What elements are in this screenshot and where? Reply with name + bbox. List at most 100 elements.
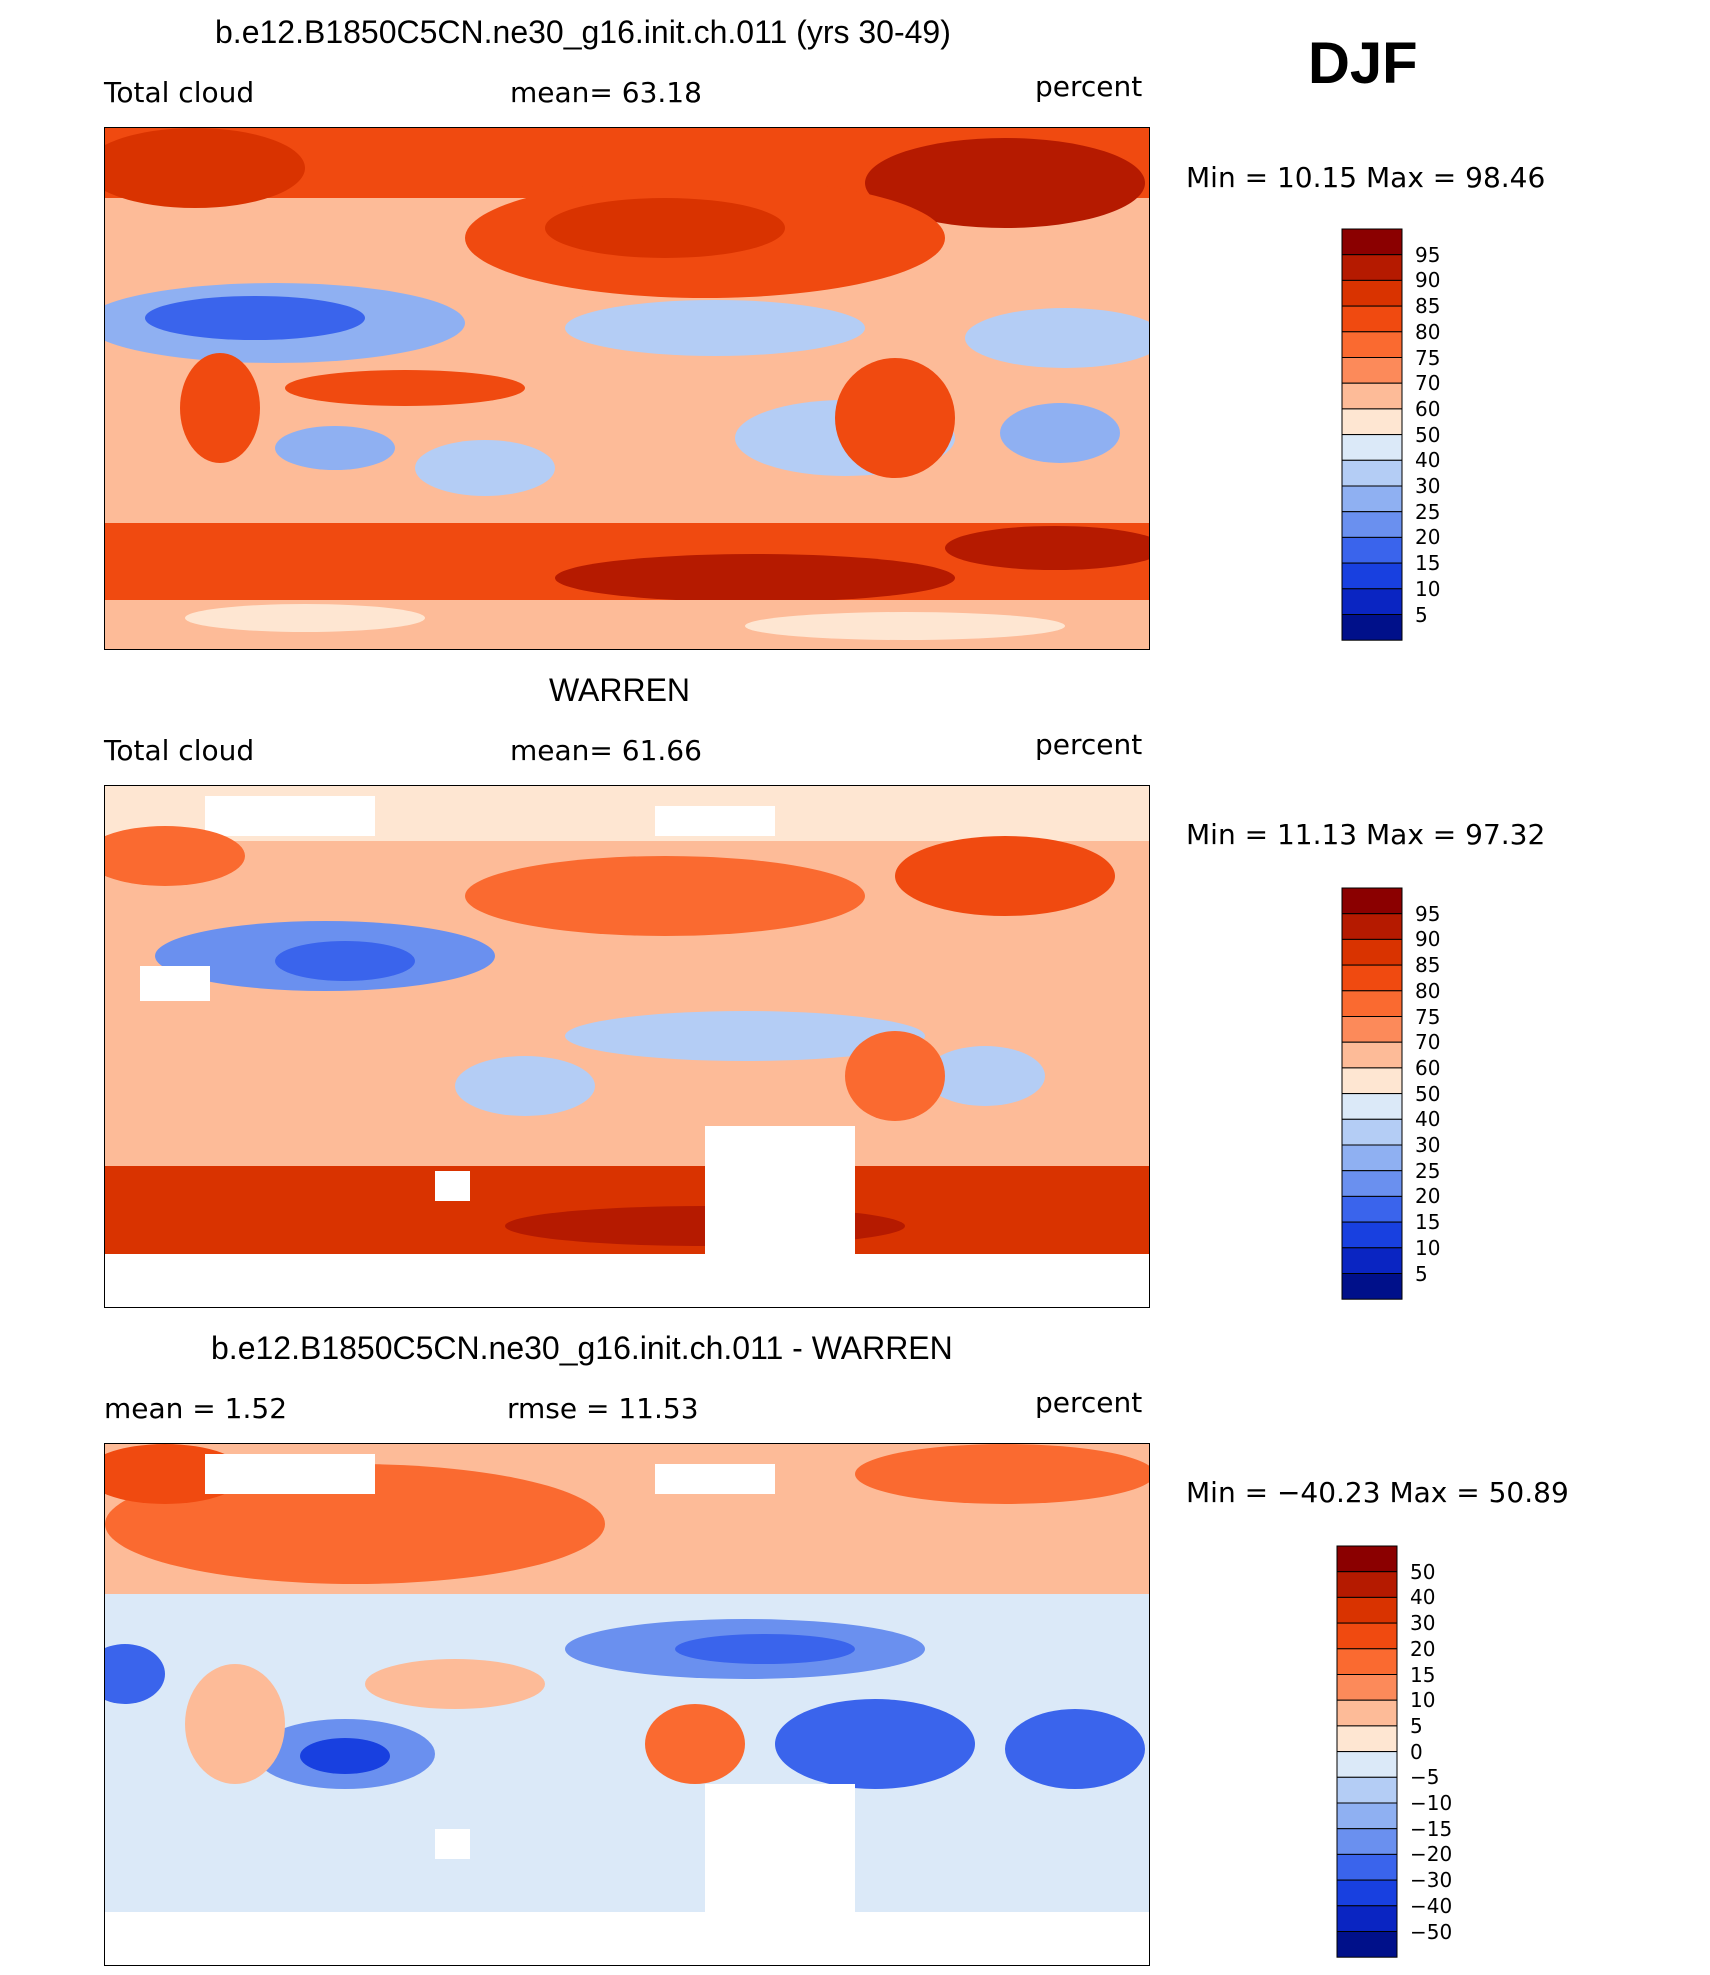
colorbar-tick-label: 15 xyxy=(1415,1210,1441,1235)
colorbar-swatch xyxy=(1341,331,1403,359)
panel-2-units-label: percent xyxy=(1035,728,1143,761)
colorbar-swatch xyxy=(1341,1093,1403,1120)
colorbar-swatch xyxy=(1336,1905,1398,1932)
colorbar-swatch xyxy=(1336,1622,1398,1650)
colorbar-tick-label: 60 xyxy=(1415,1055,1441,1080)
season-label: DJF xyxy=(1308,31,1418,96)
colorbar-tick-label: −30 xyxy=(1410,1868,1453,1893)
panel-3-map xyxy=(104,1443,1150,1966)
atlantic-negative xyxy=(105,1644,165,1704)
colorbar-swatch xyxy=(1341,511,1403,538)
indian-negative-core xyxy=(300,1738,390,1774)
colorbar-tick-label: 40 xyxy=(1410,1585,1436,1610)
colorbar-tick-label: 5 xyxy=(1415,1261,1428,1286)
panel-3-colorbar: 50 40 30 20 15 10 5 0 −5 −10 −15 −20 −30 −40 −50 xyxy=(1336,1545,1452,1963)
colorbar-tick-label: 40 xyxy=(1415,1107,1441,1132)
colorbar-tick-label: −10 xyxy=(1410,1791,1453,1815)
panel-2-map xyxy=(104,785,1150,1308)
maritime-continent-positive xyxy=(365,1659,545,1709)
colorbar-tick-label: 15 xyxy=(1410,1662,1436,1687)
colorbar-swatch xyxy=(1341,1016,1403,1043)
colorbar-swatch xyxy=(1341,408,1403,436)
colorbar-tick-label: 20 xyxy=(1415,525,1441,550)
panel-2-mean-label: mean= 61.66 xyxy=(510,734,702,767)
colorbar-tick-label: 20 xyxy=(1415,1184,1441,1209)
colorbar-tick-label: 70 xyxy=(1415,1030,1441,1055)
colorbar-tick-label: 5 xyxy=(1415,602,1428,627)
n-atlantic-subtropics xyxy=(965,308,1149,368)
colorbar-swatch xyxy=(1341,228,1403,256)
colorbar-swatch xyxy=(1336,1571,1398,1598)
colorbar-tick-label: −5 xyxy=(1410,1765,1440,1790)
colorbar-swatch xyxy=(1341,990,1403,1018)
colorbar-swatches xyxy=(1336,1545,1398,1958)
panel-1-minmax: Min = 10.15 Max = 98.46 xyxy=(1186,161,1546,194)
colorbar-swatch xyxy=(1341,1170,1403,1197)
missing-data-arctic xyxy=(655,806,775,836)
panel-1-mean-label: mean= 63.18 xyxy=(510,76,702,109)
indian-ocean-clear xyxy=(275,426,395,470)
colorbar-swatch xyxy=(1336,1776,1398,1804)
n-pacific-subtropics xyxy=(565,300,865,356)
s-atlantic-clear xyxy=(1000,403,1120,463)
colorbar-tick-label: 50 xyxy=(1415,422,1441,447)
colorbar-swatch xyxy=(1336,1828,1398,1855)
colorbar-swatch xyxy=(1336,1648,1398,1676)
colorbar-tick-label: 30 xyxy=(1415,474,1441,498)
panel-3-mean-label: mean = 1.52 xyxy=(104,1392,288,1425)
s-atlantic-negative xyxy=(1005,1709,1145,1789)
colorbar-tick-label: 60 xyxy=(1415,396,1441,421)
africa-itcz xyxy=(180,353,260,463)
australia-clear xyxy=(415,440,555,496)
colorbar-swatch xyxy=(1341,279,1403,307)
colorbar-swatch xyxy=(1341,562,1403,590)
panel-3-minmax: Min = −40.23 Max = 50.89 xyxy=(1186,1476,1569,1509)
pacific-clear xyxy=(565,1011,925,1061)
colorbar-tick-label: 90 xyxy=(1415,927,1441,952)
se-pacific-negative xyxy=(775,1699,975,1789)
panel-2-field xyxy=(105,786,1149,1307)
amazon-high-cloud xyxy=(835,358,955,478)
africa-positive xyxy=(185,1664,285,1784)
colorbar-tick-label: 80 xyxy=(1415,319,1441,344)
colorbar-swatch xyxy=(1341,459,1403,487)
colorbar-tick-label: 40 xyxy=(1415,448,1441,473)
colorbar-swatch xyxy=(1341,964,1403,992)
colorbar-swatch xyxy=(1336,1596,1398,1624)
colorbar-tick-label: −40 xyxy=(1410,1893,1453,1918)
colorbar-swatch xyxy=(1341,485,1403,513)
colorbar-swatch xyxy=(1341,536,1403,564)
colorbar-tick-label: 50 xyxy=(1410,1559,1436,1584)
n-atlantic-storm-track xyxy=(895,836,1115,916)
colorbar-swatch xyxy=(1336,1545,1398,1573)
missing-data-arctic xyxy=(655,1464,775,1494)
colorbar-tick-label: 10 xyxy=(1415,1235,1441,1260)
colorbar-tick-label: 10 xyxy=(1415,576,1441,601)
missing-data-indian xyxy=(435,1829,470,1859)
colorbar-tick-label: 25 xyxy=(1415,499,1441,524)
colorbar-tick-label: 15 xyxy=(1415,551,1441,576)
panel-3-units-label: percent xyxy=(1035,1386,1143,1419)
colorbar-tick-label: 75 xyxy=(1415,1004,1441,1029)
panel-2-title: WARREN xyxy=(549,672,691,708)
colorbar-tick-label: 5 xyxy=(1410,1713,1423,1738)
colorbar-swatch xyxy=(1341,1195,1403,1223)
colorbar-tick-label: −20 xyxy=(1410,1842,1453,1867)
colorbar-tick-label: 50 xyxy=(1415,1081,1441,1106)
amazon-cloud xyxy=(845,1031,945,1121)
colorbar-swatch xyxy=(1341,588,1403,615)
colorbar-tick-label: 30 xyxy=(1410,1611,1436,1636)
colorbar-swatch xyxy=(1341,1067,1403,1095)
colorbar-swatch xyxy=(1341,382,1403,410)
panel-1-variable-label: Total cloud xyxy=(104,76,255,109)
asia-clear-core xyxy=(275,941,415,981)
southern-ocean-core xyxy=(555,554,955,602)
antarctic-coast-2 xyxy=(745,612,1065,640)
colorbar-swatch xyxy=(1341,887,1403,915)
colorbar-tick-label: 0 xyxy=(1410,1739,1423,1764)
colorbar-swatch xyxy=(1336,1725,1398,1753)
colorbar-tick-label: 10 xyxy=(1410,1688,1436,1713)
colorbar-tick-label: 95 xyxy=(1415,242,1441,267)
colorbar-tick-label: −15 xyxy=(1410,1816,1453,1841)
colorbar-tick-label: 20 xyxy=(1410,1636,1436,1661)
